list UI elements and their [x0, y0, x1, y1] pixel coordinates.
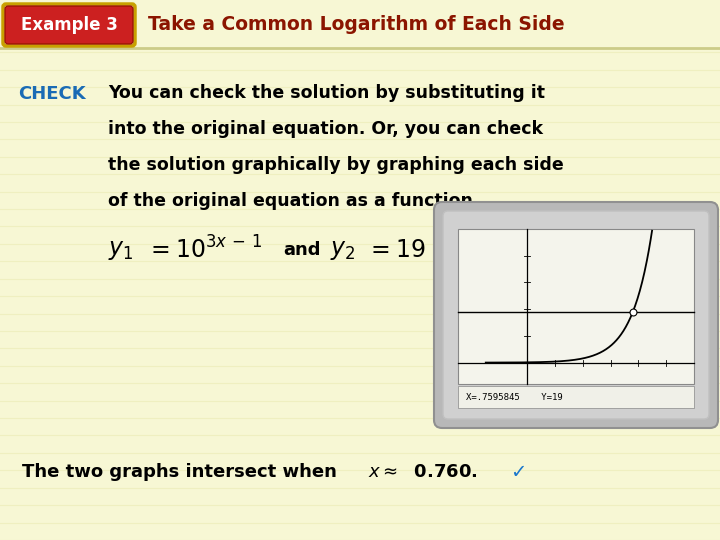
- Bar: [458, 229, 694, 384]
- Text: into the original equation. Or, you can check: into the original equation. Or, you can …: [108, 120, 543, 138]
- Text: X=.7595845    Y=19: X=.7595845 Y=19: [466, 393, 563, 402]
- Text: the solution graphically by graphing each side: the solution graphically by graphing eac…: [108, 156, 564, 174]
- FancyBboxPatch shape: [434, 202, 718, 428]
- Text: Example 3: Example 3: [21, 16, 117, 34]
- Text: of the original equation as a function.: of the original equation as a function.: [108, 192, 480, 210]
- Text: Take a Common Logarithm of Each Side: Take a Common Logarithm of Each Side: [148, 16, 564, 35]
- Text: $y_2$: $y_2$: [330, 238, 356, 262]
- Text: $x \approx$  0.760.: $x \approx$ 0.760.: [368, 463, 477, 481]
- FancyBboxPatch shape: [5, 6, 133, 44]
- Text: ✓: ✓: [510, 462, 526, 482]
- Bar: [458, 386, 694, 408]
- FancyBboxPatch shape: [443, 211, 709, 419]
- Text: $y_1$: $y_1$: [108, 238, 133, 262]
- Text: The two graphs intersect when: The two graphs intersect when: [22, 463, 343, 481]
- Text: CHECK: CHECK: [18, 85, 86, 103]
- Bar: [0, 0, 720, 48]
- Text: and: and: [283, 241, 320, 259]
- Text: You can check the solution by substituting it: You can check the solution by substituti…: [108, 84, 545, 102]
- Text: $= 19$: $= 19$: [366, 238, 426, 262]
- Text: $= 10^{3x\,-\,1}$: $= 10^{3x\,-\,1}$: [146, 237, 262, 264]
